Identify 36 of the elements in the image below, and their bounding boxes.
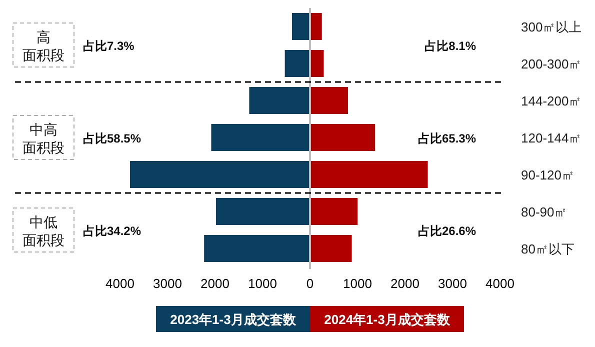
x-tick-label: 3000 bbox=[153, 276, 182, 291]
y-tick-label: 144-200㎡ bbox=[521, 94, 582, 108]
bar bbox=[310, 87, 348, 114]
x-tick-label: 4000 bbox=[106, 276, 134, 291]
x-tick-label: 1000 bbox=[248, 276, 277, 291]
y-tick-label: 80-90㎡ bbox=[521, 204, 568, 220]
bar bbox=[310, 50, 324, 77]
bar bbox=[211, 124, 310, 151]
bar bbox=[310, 13, 322, 40]
bar bbox=[216, 198, 310, 225]
bar bbox=[130, 161, 310, 188]
y-tick-label: 90-120㎡ bbox=[521, 168, 574, 182]
x-tick-label: 1000 bbox=[343, 276, 372, 291]
bar bbox=[284, 50, 310, 77]
bar bbox=[310, 198, 358, 225]
bar bbox=[292, 13, 310, 40]
x-tick-label: 0 bbox=[306, 276, 314, 291]
annotation: 占比58.5% bbox=[83, 132, 142, 146]
annotation: 占比8.1% bbox=[424, 39, 476, 53]
x-tick-label: 2000 bbox=[200, 276, 230, 291]
annotation: 占比65.3% bbox=[418, 132, 476, 146]
x-tick-label: 3000 bbox=[438, 276, 467, 291]
bar bbox=[310, 161, 428, 188]
bar bbox=[310, 235, 352, 262]
bar bbox=[204, 235, 310, 262]
bar bbox=[249, 87, 310, 114]
x-tick-label: 4000 bbox=[486, 276, 514, 291]
bar bbox=[310, 124, 376, 151]
annotation: 占比7.3% bbox=[83, 39, 135, 53]
annotation: 占比34.2% bbox=[83, 224, 142, 238]
y-tick-label: 300㎡以上 bbox=[521, 20, 582, 34]
x-tick-label: 2000 bbox=[390, 276, 420, 291]
y-tick-label: 120-144㎡ bbox=[521, 130, 582, 146]
annotation: 占比26.6% bbox=[418, 224, 476, 238]
y-tick-label: 80㎡以下 bbox=[521, 242, 574, 256]
y-tick-label: 200-300㎡ bbox=[521, 56, 582, 72]
